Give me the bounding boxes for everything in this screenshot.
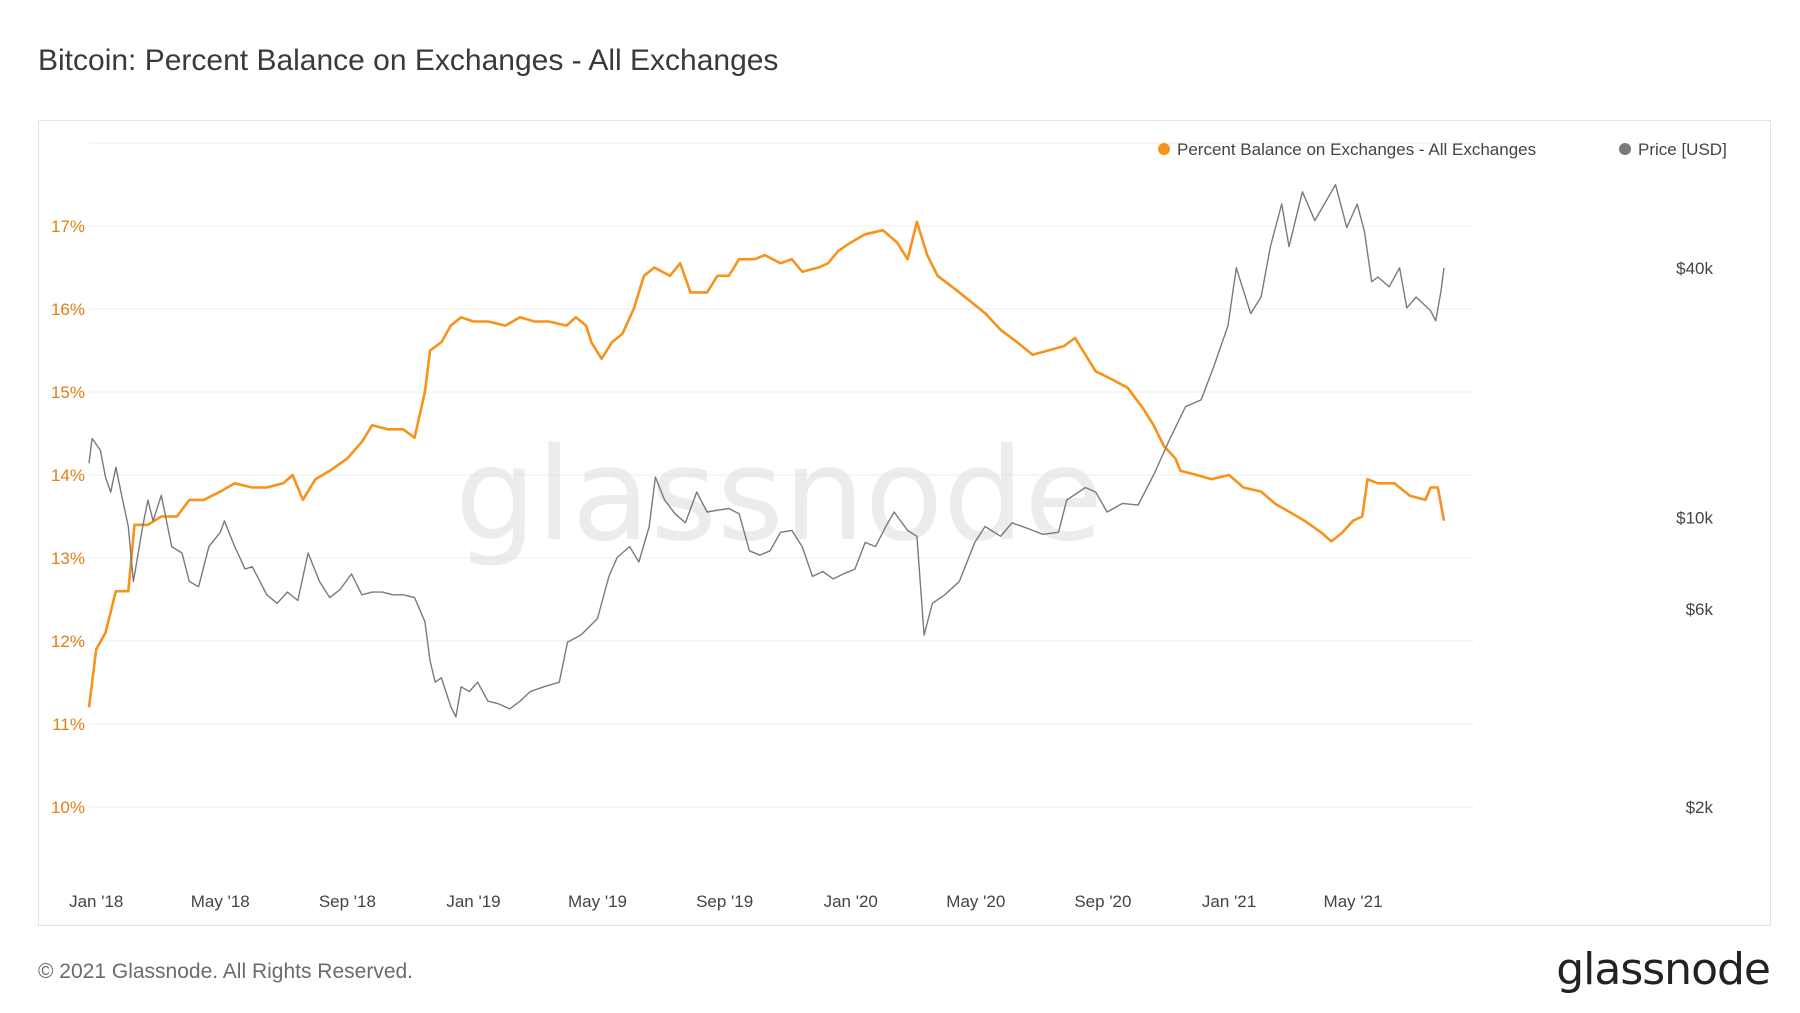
y-right-tick-label: $6k [1686,600,1714,619]
x-tick-label: Jan '21 [1202,892,1256,911]
series-line-balance [87,220,1446,708]
grid-lines [89,142,1474,808]
y-right-tick-label: $2k [1686,798,1714,817]
legend-marker-price [1619,143,1631,155]
legend-label-price: Price [USD] [1638,140,1727,159]
x-axis: Jan '18 May '18 Sep '18 Jan '19 May '19 Sep '… [69,892,1382,911]
x-tick-label: Sep '19 [696,892,753,911]
x-tick-label: Jan '20 [824,892,878,911]
line-chart: glassnode 10% 11% 12% 13% 14% 15% 16% 17% $2k $6… [51,140,1727,911]
legend-marker-balance [1158,143,1170,155]
x-tick-label: Sep '18 [319,892,376,911]
y-axis-left: 10% 11% 12% 13% 14% 15% 16% 17% [51,217,85,817]
y-left-tick-label: 14% [51,466,85,485]
glassnode-logo[interactable]: glassnode [1556,944,1771,995]
x-tick-label: May '21 [1324,892,1383,911]
y-left-tick-label: 10% [51,798,85,817]
copyright-footer: © 2021 Glassnode. All Rights Reserved. [38,960,414,983]
y-right-tick-label: $10k [1676,508,1713,527]
y-left-tick-label: 16% [51,300,85,319]
x-tick-label: Sep '20 [1074,892,1131,911]
series-group [87,183,1446,718]
x-tick-label: May '18 [191,892,250,911]
y-right-tick-label: $40k [1676,259,1713,278]
y-axis-right: $2k $6k $10k $40k [1676,259,1713,817]
legend: Percent Balance on Exchanges - All Excha… [1158,140,1727,159]
x-tick-label: Jan '19 [446,892,500,911]
y-left-tick-label: 11% [52,715,85,734]
chart-title: Bitcoin: Percent Balance on Exchanges - … [38,44,779,77]
y-left-tick-label: 17% [51,217,85,236]
chart-panel: glassnode 10% 11% 12% 13% 14% 15% 16% 17% $2k $6… [38,120,1771,926]
watermark: glassnode [455,421,1103,570]
series-line-price [88,183,1445,718]
y-left-tick-label: 13% [51,549,85,568]
x-tick-label: May '19 [568,892,627,911]
x-tick-label: Jan '18 [69,892,123,911]
legend-label-balance: Percent Balance on Exchanges - All Excha… [1177,140,1536,159]
y-left-tick-label: 12% [51,632,85,651]
y-left-tick-label: 15% [51,383,85,402]
x-tick-label: May '20 [946,892,1005,911]
